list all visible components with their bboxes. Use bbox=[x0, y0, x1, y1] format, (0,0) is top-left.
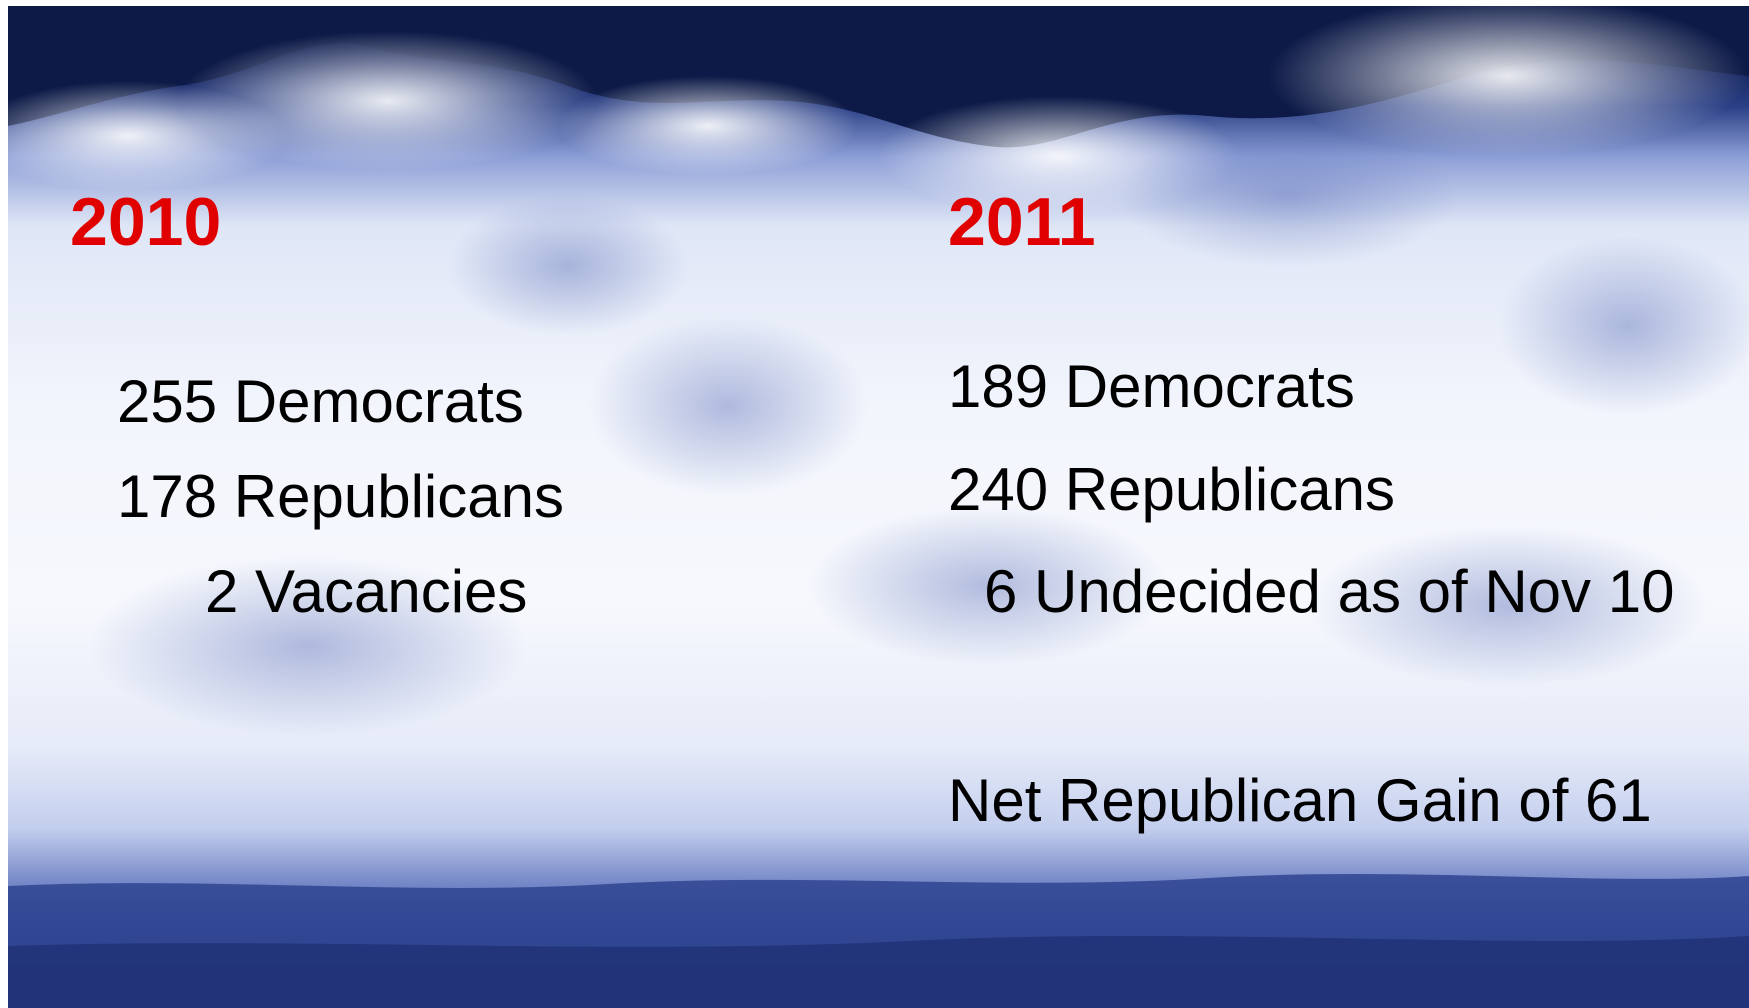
year-2011-heading: 2011 bbox=[948, 184, 1096, 260]
wave-foam-graphic bbox=[8, 6, 1749, 1008]
democrats-2011: 189 Democrats bbox=[948, 353, 1355, 420]
vacancies-2010: 2 Vacancies bbox=[205, 558, 528, 625]
republicans-2011: 240 Republicans bbox=[948, 456, 1395, 523]
republicans-2010: 178 Republicans bbox=[117, 463, 564, 530]
ocean-wave-photo bbox=[8, 6, 1749, 1008]
undecided-2011: 6 Undecided as of Nov 10 bbox=[984, 558, 1675, 625]
democrats-2010: 255 Democrats bbox=[117, 368, 524, 435]
net-gain-summary: Net Republican Gain of 61 bbox=[948, 767, 1652, 834]
year-2010-heading: 2010 bbox=[70, 184, 222, 260]
